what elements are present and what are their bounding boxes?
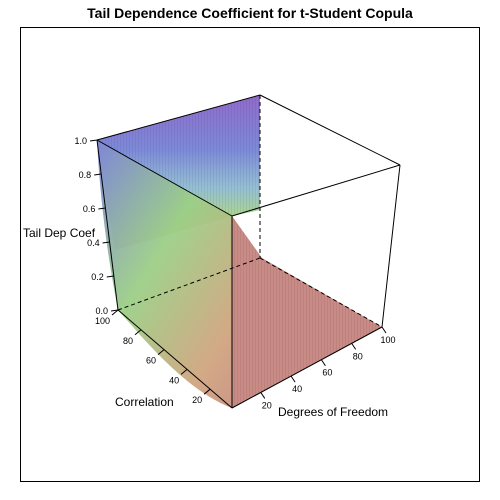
x-axis-ticks: 20 40 60 80 100 — [95, 309, 211, 405]
box-edge — [231, 326, 383, 409]
y-tick-label: 60 — [322, 368, 332, 378]
z-axis-ticks: 0.0 0.2 0.4 0.6 0.8 1.0 — [74, 136, 119, 316]
y-tick-mark — [260, 392, 266, 399]
surface-decay-curve — [97, 140, 262, 408]
z-tick-label: 0.8 — [79, 170, 92, 180]
box-edge-hidden — [117, 257, 261, 311]
x-tick-label: 40 — [169, 375, 179, 385]
z-tick-label: 0.4 — [87, 238, 100, 248]
z-tick-label: 0.2 — [91, 272, 104, 282]
surface — [97, 95, 382, 408]
box-edge — [259, 94, 401, 166]
z-tick-mark — [106, 275, 114, 278]
z-tick-label: 1.0 — [74, 136, 87, 146]
z-tick-mark — [98, 207, 106, 210]
x-tick-label: 20 — [192, 395, 202, 405]
z-tick-label: 0.0 — [95, 306, 108, 316]
y-tick-label: 80 — [353, 351, 363, 361]
plot-frame — [20, 27, 480, 482]
z-tick-mark — [94, 173, 102, 176]
x-tick-mark — [111, 309, 119, 316]
chart-title: Tail Dependence Coefficient for t-Studen… — [87, 5, 413, 21]
y-axis-ticks: 20 40 60 80 100 — [260, 326, 396, 410]
y-tick-mark — [320, 359, 326, 367]
x-tick-label: 80 — [123, 336, 133, 346]
z-tick-mark — [110, 309, 119, 312]
z-axis-label: Tail Dep Coef — [23, 226, 96, 240]
surface-floor-stripes — [232, 216, 382, 408]
y-tick-mark — [351, 343, 357, 350]
box-edge — [117, 309, 233, 409]
x-tick-mark — [203, 388, 211, 395]
box-edge — [96, 139, 119, 311]
z-tick-label: 0.6 — [83, 204, 96, 214]
y-tick-label: 100 — [380, 335, 395, 345]
cube-box — [96, 94, 401, 409]
y-tick-mark — [381, 326, 387, 334]
x-tick-mark — [157, 349, 165, 355]
x-tick-label: 60 — [146, 356, 156, 366]
x-axis-label: Correlation — [115, 395, 174, 409]
y-tick-label: 40 — [292, 384, 302, 394]
z-tick-mark — [89, 139, 98, 142]
box-edge — [96, 139, 233, 217]
y-tick-label: 20 — [262, 400, 272, 410]
x-tick-label: 100 — [95, 316, 110, 326]
box-edge — [381, 164, 401, 328]
x-tick-mark — [134, 329, 142, 336]
box-edge-hidden — [259, 257, 383, 328]
y-axis-label: Degrees of Freedom — [278, 405, 388, 419]
y-tick-mark — [290, 375, 296, 383]
x-tick-mark — [180, 369, 188, 375]
z-tick-mark — [102, 241, 110, 244]
box-edge — [96, 94, 261, 141]
